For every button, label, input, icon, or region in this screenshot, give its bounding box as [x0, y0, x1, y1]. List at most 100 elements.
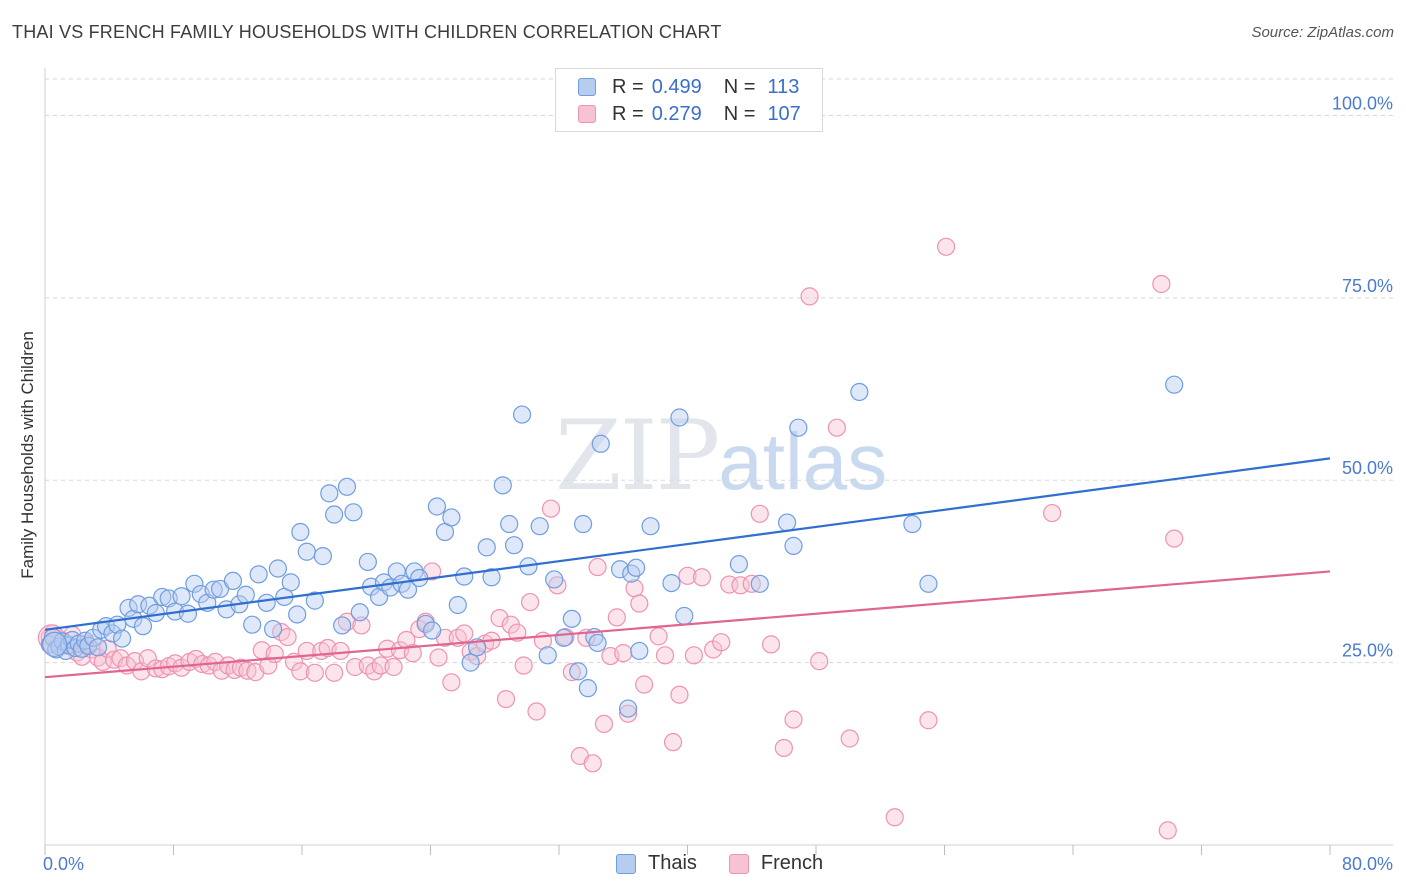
thai-point [333, 616, 352, 635]
thai-point [641, 517, 660, 536]
thai-point [281, 573, 300, 592]
french-point [1152, 274, 1171, 294]
french-point [655, 646, 675, 665]
thai-point [569, 662, 588, 681]
french-point [352, 616, 371, 635]
thais-swatch [578, 78, 596, 96]
thai-point [297, 542, 316, 561]
thai-point [504, 536, 524, 555]
thai-point [442, 508, 461, 527]
thai-point [630, 641, 649, 661]
thai-point [185, 574, 204, 593]
french-point [527, 702, 546, 721]
french-point [583, 754, 602, 773]
french-point [291, 662, 310, 681]
thai-point [178, 604, 198, 623]
french-point [520, 592, 540, 612]
thai-point [675, 606, 694, 626]
x-tick-label: 0.0% [43, 854, 84, 874]
thai-point [448, 595, 467, 615]
thai-point [204, 580, 223, 599]
legend-item-thais[interactable]: Thais [616, 852, 697, 875]
thai-cluster-point [42, 631, 68, 657]
french-point [490, 609, 509, 628]
correlation-legend: R = 0.499 N = 113 R = 0.279 N = 107 [555, 68, 823, 132]
thai-point [236, 585, 255, 604]
thai-point [626, 558, 646, 577]
thai-point [482, 568, 501, 587]
thai-point [477, 538, 496, 557]
thai-point [243, 615, 262, 634]
thai-point [427, 497, 447, 516]
r-label: R = [612, 75, 644, 98]
french-point [774, 738, 793, 758]
thai-point [423, 621, 442, 640]
thai-point [146, 603, 165, 623]
thai-point [344, 503, 363, 522]
legend-row-thais: R = 0.499 N = 113 [578, 75, 799, 99]
french-point [403, 644, 422, 663]
thai-point [750, 574, 769, 593]
legend-item-french[interactable]: French [728, 852, 823, 875]
zipatlas-watermark: ZIPatlas [555, 400, 887, 512]
grid-lines [45, 78, 1393, 664]
french-point [1158, 821, 1177, 840]
french-point [111, 649, 130, 668]
legend-label-thais: Thais [648, 852, 697, 874]
french-swatch [578, 105, 596, 123]
french-point [919, 711, 938, 730]
french-point [630, 594, 649, 613]
french-point [541, 499, 561, 518]
thai-point [119, 598, 138, 618]
thai-point [305, 591, 324, 610]
thai-point [249, 565, 268, 584]
thai-point [133, 617, 153, 636]
thai-point [140, 596, 159, 615]
thai-point [610, 560, 630, 579]
french-point [429, 648, 448, 667]
thai-point [416, 614, 435, 634]
french-point [618, 704, 638, 723]
thai-point [172, 587, 191, 606]
thai-point [461, 653, 480, 672]
legend-row-french: R = 0.279 N = 107 [578, 102, 801, 126]
thai-point [500, 514, 519, 534]
french-point [442, 673, 461, 692]
french-point [670, 685, 689, 704]
french-point [384, 657, 403, 677]
french-point [840, 729, 859, 748]
french-point [594, 714, 614, 733]
thai-point [263, 619, 283, 639]
thai-point [153, 587, 172, 607]
french-point [937, 237, 956, 256]
french-point [663, 733, 683, 752]
french-point [614, 644, 633, 663]
thai-point [789, 418, 808, 437]
french-point [800, 287, 819, 306]
french-point [305, 663, 324, 682]
y-tick-label: 100.0% [1332, 93, 1393, 113]
french-point [712, 633, 731, 652]
thai-point [850, 382, 869, 402]
watermark-zip: ZIP [555, 400, 720, 512]
thai-point [103, 624, 122, 643]
french-point [1165, 529, 1184, 548]
thai-point [455, 567, 474, 586]
french-legend-swatch [728, 853, 749, 874]
thai-point [562, 609, 581, 628]
tick-labels: 25.0% 50.0% 75.0% 100.0% 0.0% 80.0% [43, 93, 1393, 874]
n-label: N = [723, 102, 756, 125]
french-point [750, 504, 769, 523]
r-value-thais: 0.499 [651, 75, 702, 98]
thai-point [268, 559, 288, 578]
thai-point [545, 570, 564, 589]
thai-point [257, 593, 276, 612]
thai-point [729, 555, 749, 574]
french-points [37, 237, 1184, 840]
thai-point [223, 571, 243, 591]
thai-point [662, 574, 681, 593]
thai-point [291, 522, 310, 542]
y-axis-label: Family Households with Children [18, 331, 37, 579]
thai-point [573, 514, 593, 534]
